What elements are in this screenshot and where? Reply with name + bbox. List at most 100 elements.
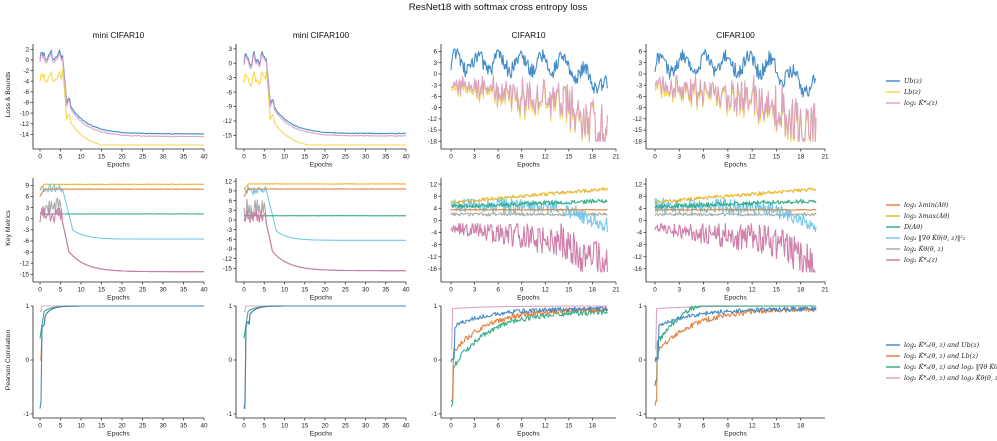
x-tick-label: 12: [542, 287, 550, 294]
series-line-3: [654, 74, 817, 142]
series-line-1: [243, 188, 407, 197]
x-tick-label: 25: [342, 423, 350, 430]
x-tick-label: 35: [382, 154, 390, 161]
y-tick-label: -4: [636, 230, 642, 237]
x-tick-label: 40: [200, 423, 208, 430]
legend-label: Lb(z): [903, 88, 921, 96]
y-tick-label: -4: [431, 230, 437, 237]
x-tick-label: 25: [139, 287, 147, 294]
x-tick-label: 9: [726, 423, 730, 430]
panel-title: mini CIFAR10: [93, 30, 145, 40]
x-tick-label: 3: [473, 154, 477, 161]
y-tick-label: 4: [433, 206, 437, 213]
y-tick-label: -12: [223, 118, 233, 125]
x-tick-label: 20: [321, 154, 329, 161]
x-tick-label: 15: [301, 287, 309, 294]
x-tick-label: 35: [382, 423, 390, 430]
y-tick-label: 1: [25, 303, 29, 310]
series-line-3: [243, 305, 406, 339]
x-tick-label: 18: [589, 423, 597, 430]
x-tick-label: 0: [242, 154, 246, 161]
y-tick-label: 6: [228, 198, 232, 205]
legend-label: log₂ K̂*ₐ(θ, z) and Ub(z): [904, 341, 980, 349]
panel-r1-c4: 6 3 0 -3 -6 -9 -12 -15 -18 0 3 6 9 12 15 18 21 Epochs CIFA…: [633, 30, 829, 169]
y-tick-label: 0: [25, 216, 29, 223]
row-y-label: Key Metrics: [5, 210, 12, 246]
panels-group: 20-2-4-6-8-10-12-140 5 10 15 20 25 30 35 40Epoch…: [5, 30, 829, 438]
x-tick-label: 0: [449, 287, 453, 294]
y-tick-label: 3: [433, 60, 437, 67]
x-tick-label: 30: [159, 423, 167, 430]
y-tick-label: 6: [433, 49, 437, 56]
series-line-2: [450, 306, 608, 403]
x-tick-label: 40: [402, 287, 410, 294]
series-line-3: [450, 309, 608, 408]
x-tick-label: 0: [38, 287, 42, 294]
x-tick-label: 20: [321, 287, 329, 294]
x-tick-label: 18: [797, 154, 805, 161]
y-tick-label: 3: [25, 205, 29, 212]
row-y-label: Loss & Bounds: [5, 71, 12, 117]
x-tick-label: 15: [301, 423, 309, 430]
series-line-2: [243, 71, 406, 146]
x-tick-label: 3: [678, 154, 682, 161]
y-tick-label: -15: [20, 271, 30, 278]
x-tick-label: 15: [565, 287, 573, 294]
y-tick-label: -6: [23, 89, 29, 96]
series-line-6: [243, 208, 406, 272]
series-line-1: [243, 51, 407, 135]
x-tick-label: 5: [59, 287, 63, 294]
legend-label: log₂ K̂*ₐ(z): [904, 256, 938, 264]
y-tick-label: -9: [23, 249, 29, 256]
x-tick-label: 18: [589, 154, 597, 161]
x-tick-label: 20: [118, 287, 126, 294]
x-tick-label: 0: [653, 154, 657, 161]
x-tick-label: 21: [612, 287, 620, 294]
y-tick-label: -9: [226, 246, 232, 253]
x-tick-label: 9: [726, 154, 730, 161]
series-line-1: [39, 188, 204, 197]
series-line-3: [39, 305, 204, 339]
series-line-6: [654, 222, 817, 273]
y-tick-label: 1: [638, 303, 642, 310]
series-line-6: [450, 222, 608, 273]
y-tick-label: -16: [633, 266, 643, 273]
x-tick-label: 35: [180, 287, 188, 294]
x-tick-label: 18: [797, 423, 805, 430]
series-line-1: [654, 306, 817, 363]
x-tick-label: 3: [473, 287, 477, 294]
series-line-2: [39, 68, 204, 146]
series-line-2: [244, 305, 406, 410]
x-tick-label: 30: [362, 423, 370, 430]
legend-label: log₂ λmin(Aθ): [904, 201, 949, 209]
x-axis-label: Epochs: [107, 431, 130, 438]
y-tick-label: 3: [228, 207, 232, 214]
panel-r3-c4: 1 0 -1 0 3 6 9 12 15 18 Epochs: [636, 303, 825, 438]
x-tick-label: 40: [402, 154, 410, 161]
series-line-1: [39, 305, 204, 409]
y-tick-label: -4: [23, 78, 29, 85]
x-tick-label: 0: [449, 154, 453, 161]
y-tick-label: -15: [428, 127, 438, 134]
x-tick-label: 12: [749, 423, 757, 430]
y-tick-label: 0: [433, 357, 437, 364]
y-tick-label: -6: [23, 238, 29, 245]
series-line-2: [40, 305, 204, 361]
y-tick-label: -1: [23, 411, 29, 418]
x-tick-label: 15: [773, 154, 781, 161]
series-line-2: [39, 183, 205, 190]
figure-title: ResNet18 with softmax cross entropy loss: [409, 2, 588, 13]
y-tick-label: 1: [433, 303, 437, 310]
x-tick-label: 15: [98, 154, 106, 161]
y-tick-label: -3: [226, 75, 232, 82]
x-tick-label: 9: [726, 287, 730, 294]
series-line-2: [654, 187, 817, 204]
y-tick-label: 0: [638, 218, 642, 225]
x-tick-label: 10: [77, 423, 85, 430]
y-tick-label: -12: [428, 116, 438, 123]
x-tick-label: 21: [821, 287, 829, 294]
x-axis-label: Epochs: [107, 295, 130, 302]
